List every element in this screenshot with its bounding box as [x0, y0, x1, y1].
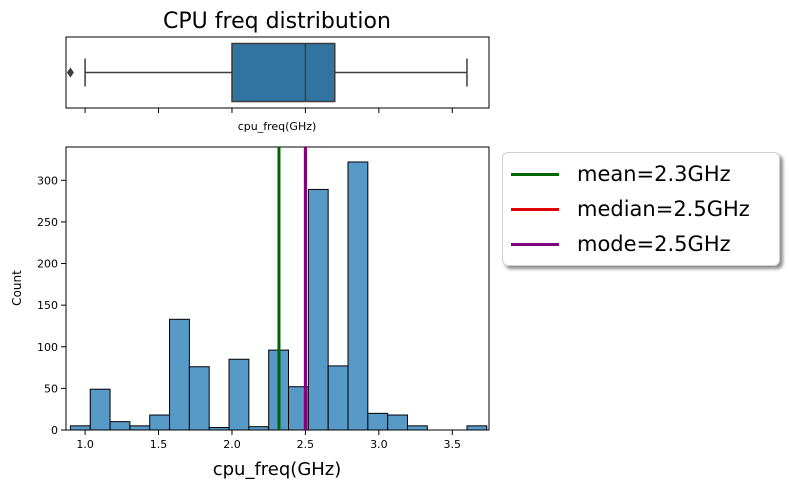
histogram-bar	[110, 422, 130, 430]
y-tick-label: 300	[37, 174, 58, 187]
histogram-bar	[407, 426, 427, 430]
x-tick-label: 1.5	[150, 438, 168, 451]
histogram-bar	[388, 415, 408, 430]
outlier-point	[67, 68, 74, 78]
histogram-bar	[189, 367, 209, 430]
legend-item-median: median=2.5GHz	[511, 194, 750, 224]
y-tick-label: 150	[37, 299, 58, 312]
y-tick-label: 100	[37, 341, 58, 354]
y-tick-label: 250	[37, 216, 58, 229]
y-tick-label: 200	[37, 258, 58, 271]
histogram-bar	[90, 389, 110, 430]
histogram-bar	[249, 427, 269, 430]
histogram-bar	[229, 359, 249, 430]
histogram-bar	[467, 426, 487, 430]
y-tick-label: 0	[51, 424, 58, 437]
histogram-bar	[348, 162, 368, 430]
x-tick-label: 3.0	[370, 438, 388, 451]
histogram-bar	[308, 189, 328, 430]
x-tick-label: 3.5	[444, 438, 462, 451]
legend-item-mean: mean=2.3GHz	[511, 159, 731, 189]
x-tick-label: 1.0	[76, 438, 94, 451]
legend: mean=2.3GHz median=2.5GHz mode=2.5GHz	[502, 152, 780, 266]
histogram-bar	[209, 428, 229, 430]
histogram-xlabel: cpu_freq(GHz)	[213, 459, 342, 480]
box-plot-panel	[66, 37, 489, 113]
legend-item-mode: mode=2.5GHz	[511, 229, 731, 259]
histogram-bar	[368, 413, 388, 430]
histogram-bar	[328, 366, 348, 430]
legend-label-median: median=2.5GHz	[577, 197, 750, 221]
y-tick-label: 50	[44, 382, 58, 395]
legend-swatch-median	[511, 208, 559, 211]
box-plot-xlabel: cpu_freq(GHz)	[238, 120, 317, 133]
iqr-box	[232, 44, 335, 102]
box-plot-title: CPU freq distribution	[163, 9, 391, 34]
histogram-bar	[70, 426, 90, 430]
legend-swatch-mean	[511, 173, 559, 176]
legend-label-mean: mean=2.3GHz	[577, 162, 731, 186]
histogram-bar	[170, 319, 190, 430]
x-tick-label: 2.0	[223, 438, 241, 451]
histogram-bar	[150, 415, 170, 430]
histogram-bar	[130, 426, 150, 430]
histogram-ylabel: Count	[10, 270, 24, 306]
legend-swatch-mode	[511, 243, 559, 246]
x-tick-label: 2.5	[297, 438, 315, 451]
legend-label-mode: mode=2.5GHz	[577, 232, 731, 256]
